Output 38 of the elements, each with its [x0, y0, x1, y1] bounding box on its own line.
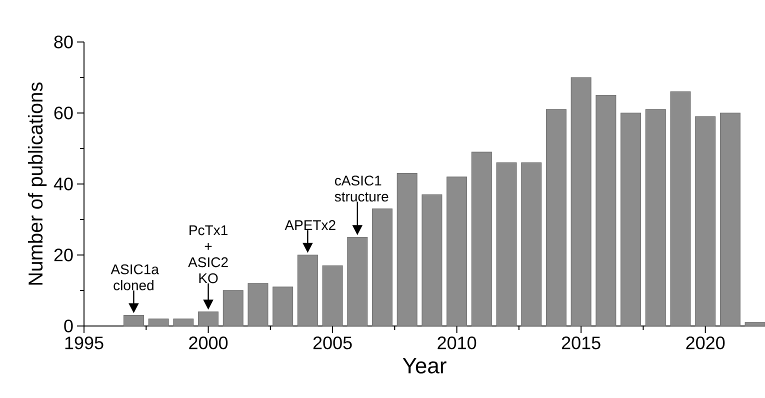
- bar: [297, 254, 318, 326]
- y-tick-label: 0: [64, 320, 73, 332]
- bar: [546, 109, 566, 326]
- bar: [471, 152, 492, 326]
- y-tick-label: 40: [54, 178, 73, 190]
- bar: [670, 91, 691, 326]
- annotation: PcTx1 + ASIC2 KO: [188, 225, 228, 284]
- x-tick-label: 2015: [562, 336, 600, 350]
- bar: [396, 173, 418, 326]
- bar: [496, 162, 517, 326]
- annotation: APETx2: [284, 220, 336, 230]
- bar: [645, 109, 666, 326]
- x-tick-label: 2010: [438, 336, 476, 350]
- bar: [596, 94, 616, 326]
- y-tick-label: 60: [54, 106, 73, 120]
- bar: [422, 194, 442, 326]
- bar: [372, 208, 392, 326]
- annotation: ASIC1a cloned: [110, 264, 159, 290]
- bar: [222, 290, 244, 326]
- bar: [570, 77, 592, 326]
- bar: [446, 176, 468, 326]
- y-tick-label: 20: [54, 248, 73, 262]
- bar: [620, 112, 642, 326]
- bar: [521, 162, 542, 326]
- bar: [124, 315, 144, 326]
- bar: [695, 116, 716, 326]
- x-tick-label: 2020: [686, 336, 725, 350]
- y-tick-label: 80: [54, 36, 73, 48]
- bar: [248, 283, 268, 326]
- bar: [272, 286, 294, 326]
- x-tick-label: 2005: [313, 336, 352, 350]
- y-axis-title: Number of publications: [28, 82, 47, 285]
- x-tick-label: 2000: [189, 336, 228, 350]
- bar: [322, 265, 343, 326]
- bar: [720, 112, 740, 326]
- x-tick-label: 1995: [65, 336, 104, 350]
- annotation: cASIC1 structure: [334, 176, 388, 202]
- x-axis-title: Year: [402, 358, 446, 374]
